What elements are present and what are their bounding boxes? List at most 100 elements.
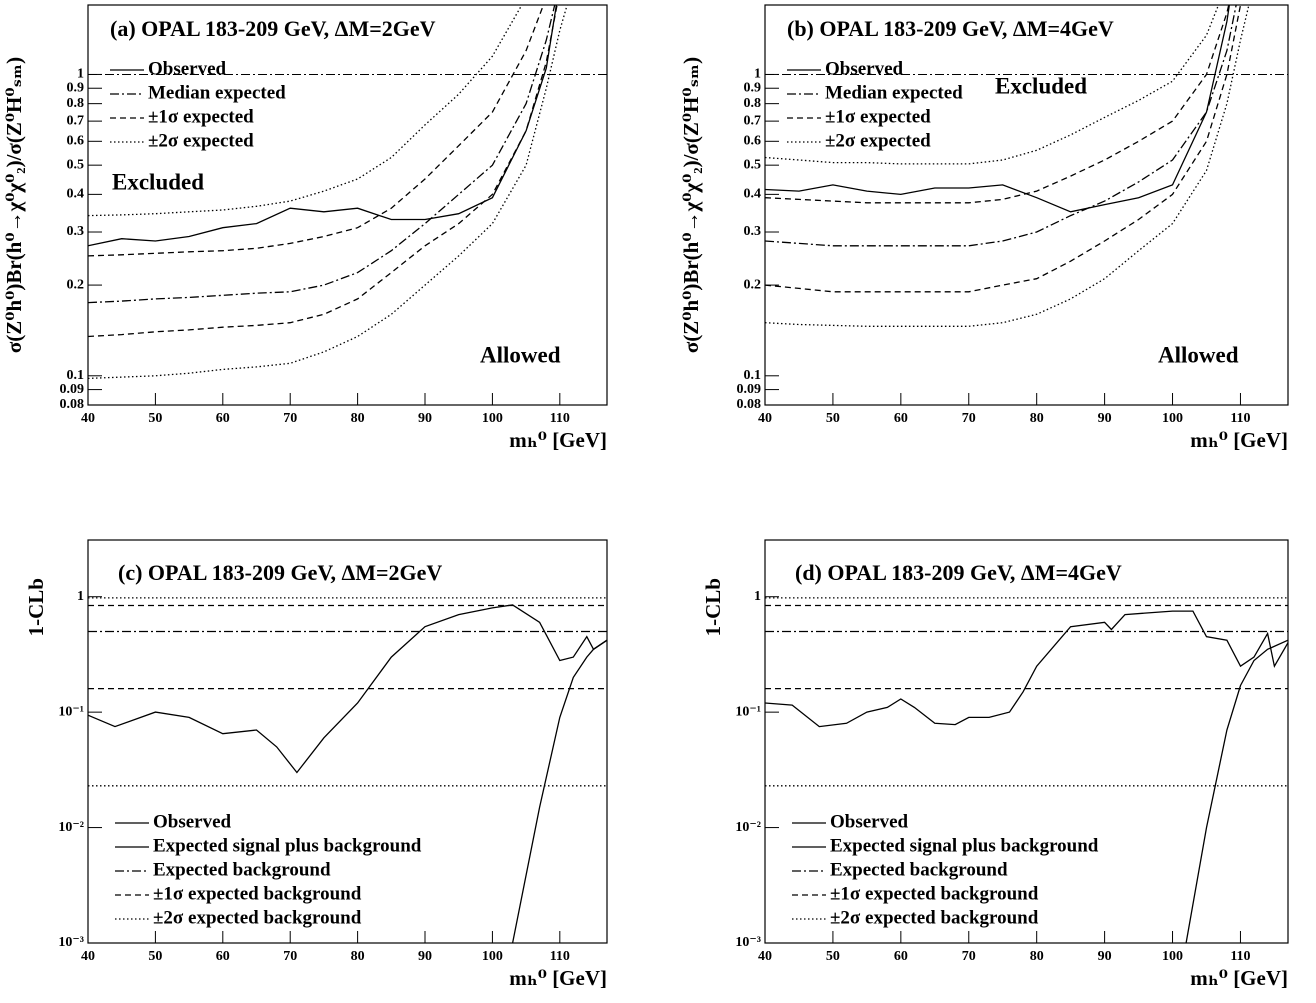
plot-area	[765, 5, 1288, 327]
y-tick-label: 0.08	[60, 397, 85, 412]
y-axis-label: 1-CLb	[701, 578, 725, 636]
y-tick-label: 0.1	[67, 368, 85, 383]
x-tick-label: 40	[81, 949, 95, 964]
y-tick-label: 0.9	[744, 80, 762, 95]
legend-label: ±2σ expected background	[830, 907, 1039, 928]
x-tick-label: 60	[894, 949, 908, 964]
x-tick-label: 70	[283, 411, 297, 426]
plot-area	[765, 597, 1288, 943]
plot-area	[88, 5, 607, 380]
legend-label: Observed	[153, 811, 232, 832]
y-tick-label: 0.2	[67, 277, 85, 292]
legend-label: Observed	[825, 58, 904, 79]
legend-label: ±1σ expected background	[830, 883, 1039, 904]
y-tick-label: 10⁻³	[735, 935, 761, 950]
panel: 40 50 60 70 80 90 100 110 10⁻³ 10⁻² 10⁻¹ 1 Observed E…	[701, 539, 1289, 990]
legend-label: Median expected	[148, 82, 286, 103]
series-line	[765, 5, 1231, 213]
chart-title: (a) OPAL 183-209 GeV, ΔM=2GeV	[110, 16, 436, 41]
y-tick-label: 0.5	[744, 157, 762, 172]
x-tick-label: 110	[550, 949, 570, 964]
series-line	[765, 5, 1250, 327]
legend-label: Expected background	[153, 859, 331, 880]
x-tick-label: 50	[826, 949, 840, 964]
x-tick-label: 100	[1162, 949, 1183, 964]
legend-label: Observed	[830, 811, 909, 832]
y-tick-label: 1	[77, 589, 84, 604]
x-tick-label: 40	[81, 411, 95, 426]
annotation: Excluded	[112, 169, 204, 194]
x-tick-label: 50	[148, 411, 162, 426]
plot-frame	[764, 4, 1289, 406]
y-tick-label: 10⁻²	[735, 820, 761, 835]
y-tick-label: 0.7	[67, 113, 85, 128]
x-tick-label: 70	[283, 949, 297, 964]
y-tick-label: 10⁻¹	[735, 704, 761, 719]
x-axis-label: mₕ⁰ [GeV]	[1190, 966, 1288, 990]
x-tick-label: 80	[351, 949, 365, 964]
x-tick-label: 60	[216, 411, 230, 426]
series-line	[88, 604, 607, 774]
plot-frame	[764, 539, 1289, 944]
y-tick-label: 10⁻³	[58, 935, 84, 950]
x-tick-label: 70	[962, 949, 976, 964]
legend-label: ±1σ expected background	[153, 883, 362, 904]
x-tick-label: 50	[148, 949, 162, 964]
y-axis-label: σ(Z⁰h⁰)Br(h⁰→χ⁰χ⁰₂)/σ(Z⁰H⁰ₛₘ)	[2, 57, 26, 353]
y-tick-label: 0.3	[67, 224, 85, 239]
y-tick-label: 0.08	[737, 397, 762, 412]
series-line	[765, 5, 1230, 204]
plot-area	[88, 597, 607, 943]
y-tick-label: 10⁻²	[58, 820, 84, 835]
y-tick-label: 0.5	[67, 157, 85, 172]
y-tick-label: 0.6	[744, 134, 762, 149]
y-tick-label: 1	[754, 589, 761, 604]
y-tick-label: 0.2	[744, 277, 762, 292]
y-tick-label: 10⁻¹	[58, 704, 84, 719]
x-tick-label: 90	[418, 411, 432, 426]
y-axis-label: σ(Z⁰h⁰)Br(h⁰→χ⁰χ⁰₂)/σ(Z⁰H⁰ₛₘ)	[679, 57, 703, 353]
x-tick-label: 100	[482, 949, 503, 964]
x-tick-label: 90	[418, 949, 432, 964]
x-tick-label: 80	[351, 411, 365, 426]
legend-label: ±2σ expected	[148, 130, 254, 151]
y-tick-label: 0.4	[744, 187, 762, 202]
series-line	[765, 5, 1242, 293]
y-tick-label: 0.7	[744, 113, 762, 128]
x-tick-label: 90	[1098, 949, 1112, 964]
series-line	[88, 5, 545, 257]
chart-title: (c) OPAL 183-209 GeV, ΔM=2GeV	[118, 560, 442, 585]
series-line	[765, 5, 1237, 247]
series-line	[1185, 639, 1288, 943]
x-tick-label: 100	[482, 411, 503, 426]
y-tick-label: 0.9	[67, 80, 85, 95]
panel: 40 50 60 70 80 90 100 110 10⁻³ 10⁻² 10⁻¹ 1 Observed E…	[24, 539, 608, 990]
x-tick-label: 80	[1030, 411, 1044, 426]
y-tick-label: 0.6	[67, 134, 85, 149]
x-tick-label: 110	[1230, 411, 1250, 426]
x-tick-label: 60	[216, 949, 230, 964]
x-tick-label: 40	[758, 411, 772, 426]
annotation: Allowed	[480, 342, 561, 367]
y-tick-label: 0.8	[744, 96, 762, 111]
x-tick-label: 50	[826, 411, 840, 426]
x-tick-label: 100	[1162, 411, 1183, 426]
y-tick-label: 1	[77, 67, 84, 82]
legend-label: ±1σ expected	[825, 106, 931, 127]
legend-label: Median expected	[825, 82, 963, 103]
annotation: Allowed	[1158, 342, 1239, 367]
panel: 40 50 60 70 80 90 100 110 0.080.090.1 0.2 0.3 0.4 0.…	[2, 4, 608, 452]
series-line	[88, 5, 556, 304]
x-axis-label: mₕ⁰ [GeV]	[509, 428, 607, 452]
x-tick-label: 110	[550, 411, 570, 426]
panel: 40 50 60 70 80 90 100 110 0.080.090.1 0.2 0.3 0.4 0.…	[679, 4, 1289, 452]
y-tick-label: 0.09	[737, 382, 762, 397]
y-tick-label: 0.3	[744, 224, 762, 239]
y-axis-label: 1-CLb	[24, 578, 48, 636]
chart-title: (b) OPAL 183-209 GeV, ΔM=4GeV	[787, 16, 1114, 41]
series-line	[88, 5, 558, 247]
series-line	[88, 5, 558, 338]
x-axis-label: mₕ⁰ [GeV]	[1190, 428, 1288, 452]
